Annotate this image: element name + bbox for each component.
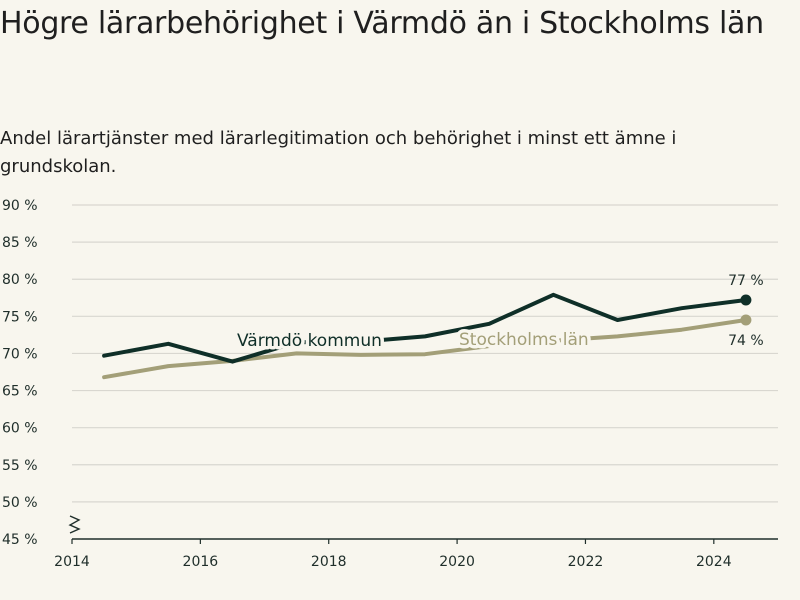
end-value-label: 77 % — [728, 273, 764, 289]
end-value-label: 74 % — [728, 333, 764, 349]
x-tick-label: 2022 — [568, 554, 604, 570]
axis-break-icon — [68, 515, 81, 534]
y-tick-label: 65 % — [2, 384, 38, 400]
y-tick-label: 60 % — [2, 421, 38, 437]
series-label-varmdo: Värmdö kommun — [237, 331, 382, 351]
x-tick-label: 2018 — [311, 554, 347, 570]
series-label-stockholm: Stockholms län — [459, 330, 589, 350]
x-tick-label: 2014 — [54, 554, 90, 570]
y-tick-label: 80 % — [2, 272, 38, 288]
series-line-stockholm — [102, 318, 748, 380]
chart-title: Högre lärarbehörighet i Värmdö än i Stoc… — [0, 6, 764, 41]
x-tick-label: 2024 — [696, 554, 732, 570]
y-tick-label: 50 % — [2, 495, 38, 511]
y-tick-label: 55 % — [2, 458, 38, 474]
y-tick-label: 70 % — [2, 346, 38, 362]
x-tick-label: 2016 — [183, 554, 219, 570]
y-tick-label: 75 % — [2, 309, 38, 325]
series-line-varmdo — [102, 292, 748, 364]
x-tick-label: 2020 — [439, 554, 475, 570]
chart-subtitle: Andel lärartjänster med lärarlegitimatio… — [0, 128, 677, 177]
y-tick-label: 45 % — [2, 532, 38, 548]
y-tick-label: 85 % — [2, 235, 38, 251]
series-end-point — [740, 314, 752, 326]
y-tick-label: 90 % — [2, 198, 38, 214]
series-end-point — [740, 294, 752, 306]
